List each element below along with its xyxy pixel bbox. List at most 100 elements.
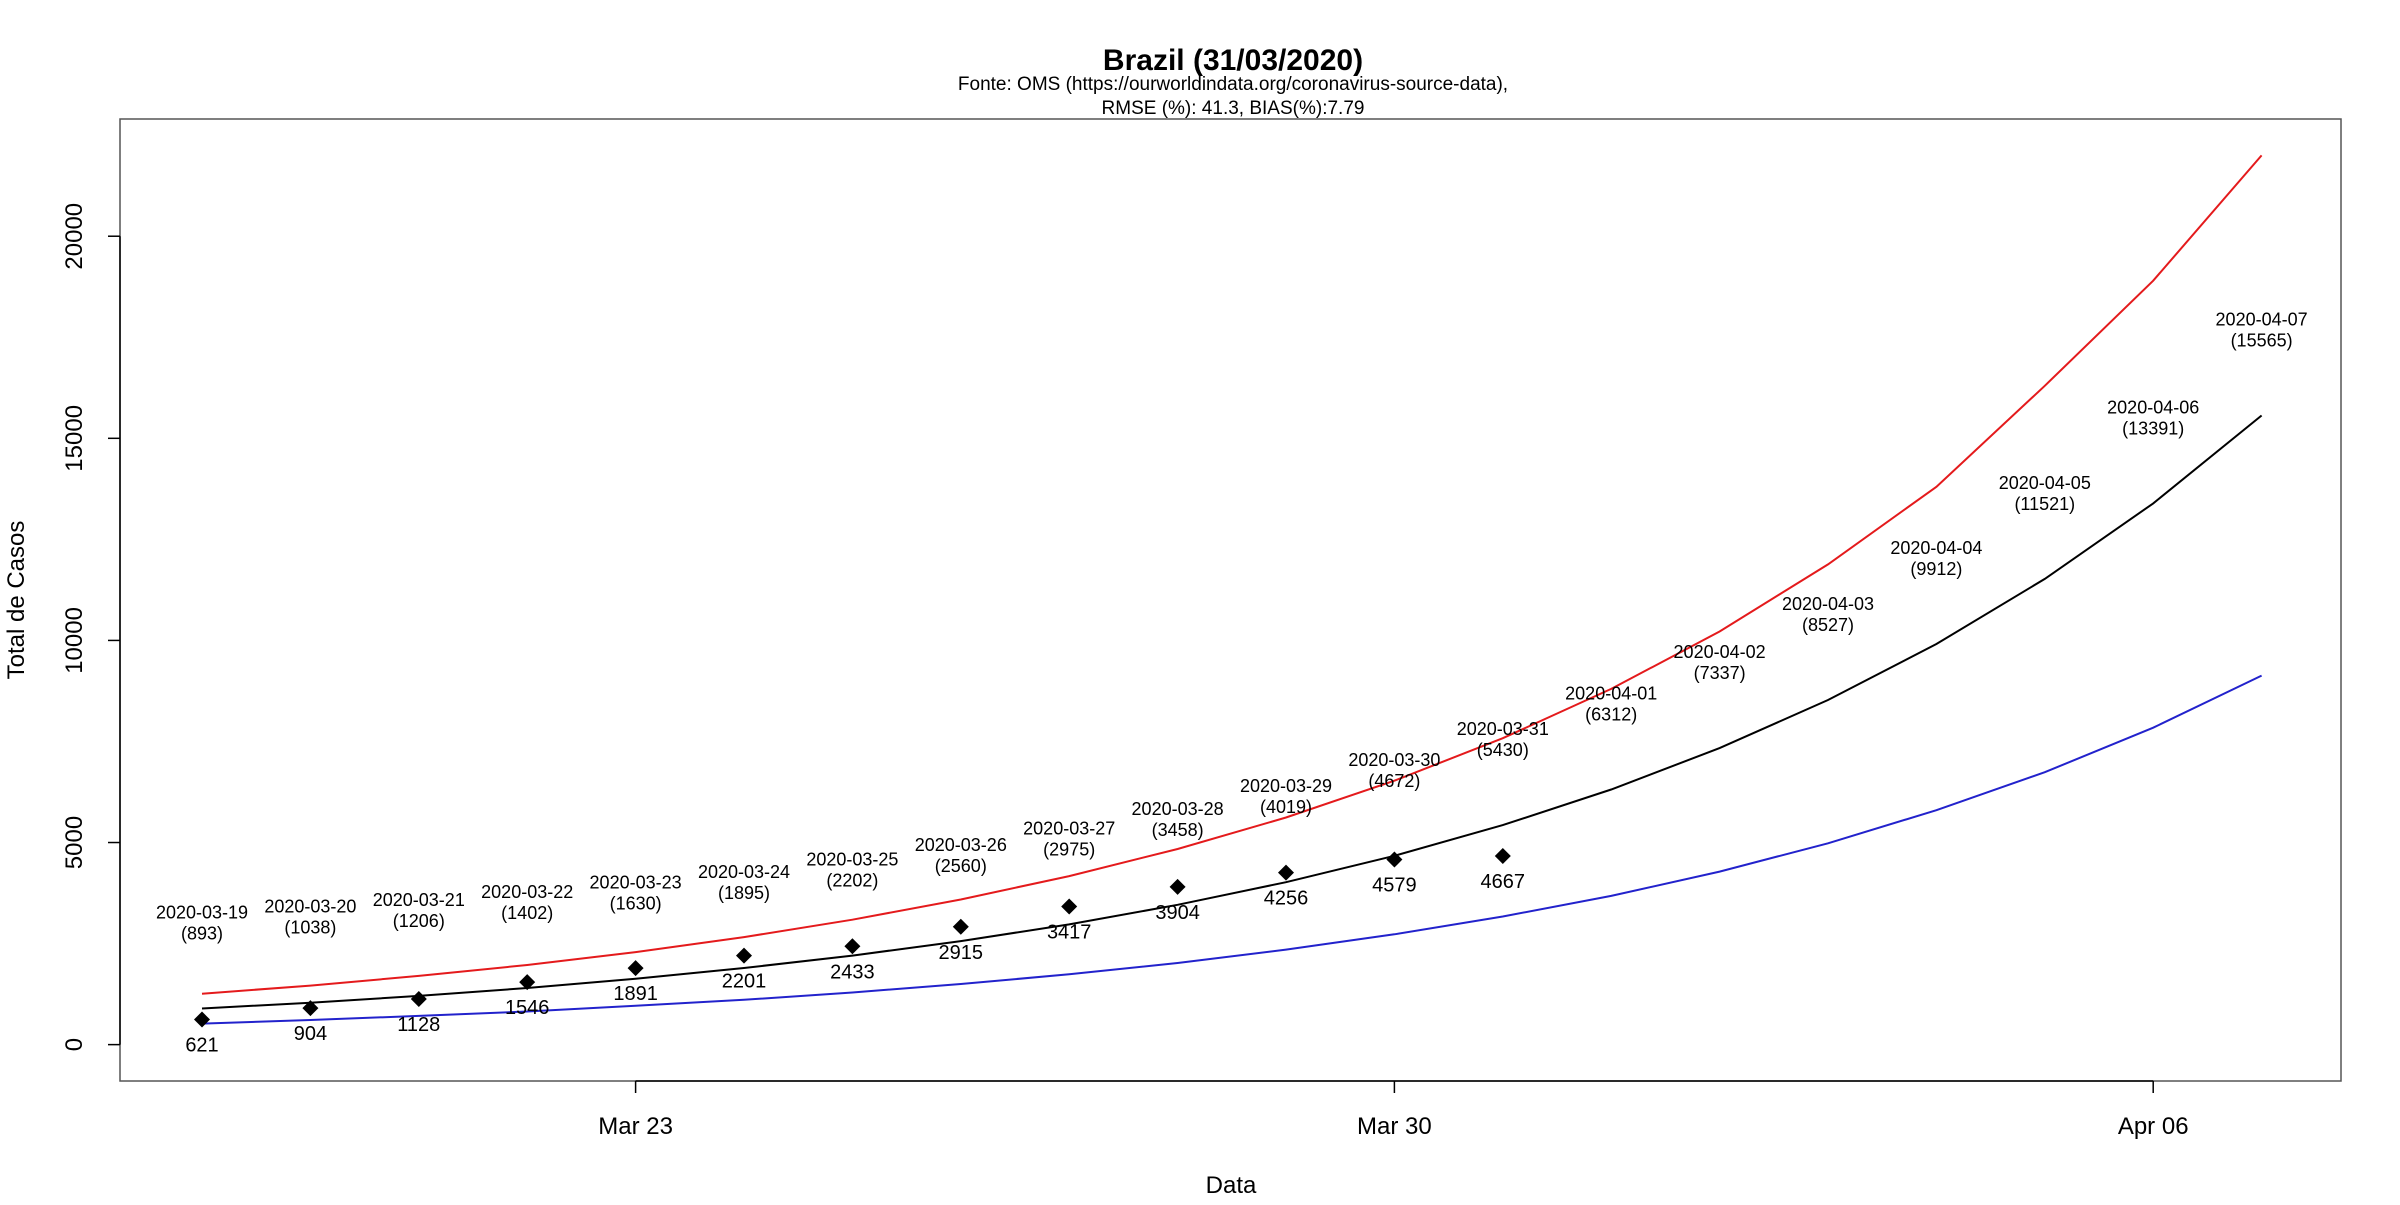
forecast-label-value: (4019) bbox=[1260, 797, 1312, 817]
observed-value-label: 4256 bbox=[1264, 888, 1309, 910]
observed-value-label: 1128 bbox=[397, 1014, 440, 1036]
forecast-label: 2020-03-20 (1038) bbox=[264, 897, 356, 938]
forecast-label-date: 2020-04-05 bbox=[1999, 473, 2091, 493]
forecast-label: 2020-03-28 (3458) bbox=[1132, 799, 1224, 840]
observed-point bbox=[1278, 864, 1294, 881]
forecast-label-value: (5430) bbox=[1477, 740, 1529, 760]
forecast-label-value: (13391) bbox=[2122, 418, 2184, 438]
observed-point bbox=[1386, 851, 1403, 868]
forecast-label-value: (6312) bbox=[1585, 704, 1637, 724]
observed-value-label: 1546 bbox=[505, 997, 550, 1019]
forecast-label-date: 2020-04-03 bbox=[1782, 594, 1874, 614]
observed-point bbox=[844, 938, 861, 955]
forecast-label: 2020-04-06 (13391) bbox=[2107, 397, 2199, 438]
observed-value-label: 4667 bbox=[1481, 871, 1526, 893]
observed-value-label: 4579 bbox=[1372, 875, 1417, 897]
x-axis: Mar 23 Mar 30 Apr 06 bbox=[598, 1080, 2189, 1140]
forecast-label-value: (1402) bbox=[501, 903, 553, 923]
forecast-label-value: (1038) bbox=[284, 918, 336, 938]
series-layer bbox=[194, 154, 2263, 1028]
x-axis-label: Data bbox=[1206, 1172, 1257, 1199]
forecast-label: 2020-03-24 (1895) bbox=[698, 862, 790, 903]
forecast-label-date: 2020-03-26 bbox=[915, 835, 1007, 855]
x-tick-label: Apr 06 bbox=[2118, 1113, 2189, 1140]
observed-point bbox=[1061, 898, 1078, 915]
forecast-label-date: 2020-03-24 bbox=[698, 862, 790, 882]
x-tick-label: Mar 30 bbox=[1357, 1113, 1432, 1140]
forecast-label-value: (3458) bbox=[1152, 820, 1204, 840]
forecast-label: 2020-03-23 (1630) bbox=[590, 873, 682, 914]
data-label-layer: 621 904 1128 1546 1891 2201 2433 2915 3417 3904 42… bbox=[156, 309, 2308, 1056]
forecast-label-date: 2020-03-27 bbox=[1023, 818, 1115, 838]
forecast-label: 2020-03-26 (2560) bbox=[915, 835, 1007, 876]
forecast-label-value: (11521) bbox=[2014, 494, 2075, 514]
forecast-label-date: 2020-03-21 bbox=[373, 890, 465, 910]
forecast-label: 2020-03-27 (2975) bbox=[1023, 818, 1115, 859]
y-tick-label: 10000 bbox=[61, 607, 88, 674]
observed-value-label: 904 bbox=[294, 1023, 327, 1045]
observed-point bbox=[1494, 847, 1511, 864]
forecast-label-date: 2020-03-20 bbox=[264, 897, 356, 917]
chart-subtitle-line-2: RMSE (%): 41.3, BIAS(%):7.79 bbox=[1102, 98, 1365, 119]
observed-value-label: 3417 bbox=[1047, 922, 1092, 944]
observed-value-label: 621 bbox=[185, 1035, 218, 1057]
forecast-label-value: (8527) bbox=[1802, 615, 1854, 635]
forecast-label: 2020-03-30 (4672) bbox=[1348, 750, 1440, 791]
observed-point bbox=[1169, 878, 1186, 895]
forecast-label-date: 2020-03-28 bbox=[1132, 799, 1224, 819]
chart-title: Brazil (31/03/2020) bbox=[1103, 44, 1363, 77]
observed-point bbox=[627, 960, 644, 977]
forecast-label-value: (4672) bbox=[1368, 771, 1420, 791]
observed-value-label: 1891 bbox=[613, 983, 658, 1005]
y-tick-label: 15000 bbox=[61, 405, 88, 472]
forecast-label-date: 2020-03-30 bbox=[1348, 750, 1440, 770]
forecast-label-value: (7337) bbox=[1694, 663, 1746, 683]
y-axis: 0 5000 10000 15000 20000 bbox=[61, 203, 121, 1051]
observed-point bbox=[952, 918, 969, 935]
forecast-label-date: 2020-03-25 bbox=[806, 850, 898, 870]
y-axis-label: Total de Casos bbox=[3, 521, 30, 680]
forecast-label: 2020-04-04 (9912) bbox=[1890, 538, 1982, 579]
forecast-label: 2020-03-22 (1402) bbox=[481, 882, 573, 923]
forecast-label-date: 2020-03-22 bbox=[481, 882, 573, 902]
chart-subtitle-line-1: Fonte: OMS (https://ourworldindata.org/c… bbox=[958, 74, 1508, 95]
forecast-label-value: (2560) bbox=[935, 856, 987, 876]
forecast-label-value: (2975) bbox=[1043, 839, 1095, 859]
forecast-label-value: (1630) bbox=[610, 894, 662, 914]
observed-value-label: 2915 bbox=[939, 942, 984, 964]
observed-value-label: 2201 bbox=[722, 971, 767, 993]
y-tick-label: 0 bbox=[61, 1038, 88, 1051]
lower-bound-line bbox=[201, 674, 2263, 1025]
observed-point bbox=[194, 1011, 210, 1028]
upper-bound-line bbox=[201, 154, 2263, 995]
forecast-label-value: (15565) bbox=[2231, 330, 2293, 350]
forecast-label: 2020-03-31 (5430) bbox=[1457, 719, 1549, 760]
forecast-label: 2020-03-25 (2202) bbox=[806, 850, 898, 891]
forecast-label-date: 2020-03-23 bbox=[590, 873, 682, 893]
forecast-label-date: 2020-04-02 bbox=[1674, 642, 1766, 662]
forecast-label-value: (893) bbox=[181, 924, 223, 944]
forecast-label: 2020-03-29 (4019) bbox=[1240, 776, 1332, 817]
x-tick-label: Mar 23 bbox=[598, 1113, 673, 1140]
observed-point bbox=[410, 991, 427, 1008]
forecast-label-value: (1895) bbox=[718, 883, 770, 903]
forecast-label: 2020-04-02 (7337) bbox=[1674, 642, 1766, 683]
forecast-label: 2020-04-03 (8527) bbox=[1782, 594, 1874, 635]
forecast-label-date: 2020-03-31 bbox=[1457, 719, 1549, 739]
observed-value-label: 3904 bbox=[1155, 902, 1200, 924]
forecast-label-value: (9912) bbox=[1910, 559, 1962, 579]
observed-value-label: 2433 bbox=[830, 961, 875, 983]
observed-point bbox=[302, 1000, 319, 1017]
observed-point bbox=[736, 947, 752, 964]
forecast-label-date: 2020-03-19 bbox=[156, 903, 248, 923]
forecast-label-value: (1206) bbox=[393, 911, 445, 931]
observed-point bbox=[519, 974, 536, 991]
forecast-line bbox=[201, 414, 2263, 1010]
forecast-label-date: 2020-04-04 bbox=[1890, 538, 1982, 558]
forecast-label-date: 2020-03-29 bbox=[1240, 776, 1332, 796]
forecast-label-date: 2020-04-01 bbox=[1565, 683, 1657, 703]
forecast-label: 2020-03-21 (1206) bbox=[373, 890, 465, 931]
forecast-label: 2020-04-01 (6312) bbox=[1565, 683, 1657, 724]
